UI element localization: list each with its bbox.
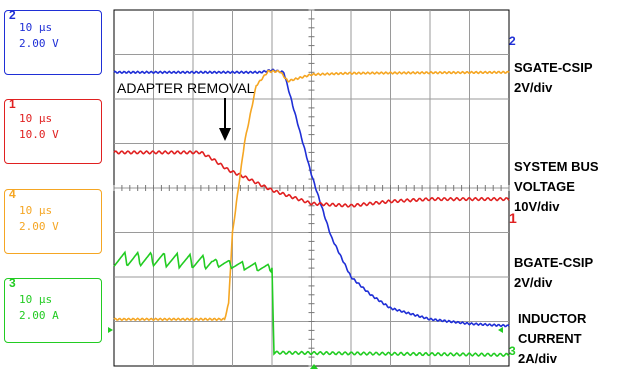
channel-1-scale: 10.0 V — [19, 128, 59, 141]
trace-channel-4 — [113, 69, 510, 322]
channel-2-scale: 2.00 V — [19, 37, 59, 50]
channel-1-number: 1 — [9, 97, 16, 111]
waveform-traces — [113, 68, 510, 358]
channel-3-timebase: 10 μs — [19, 293, 53, 306]
channel-4-scale: 2.00 V — [19, 220, 59, 233]
channel-4-timebase: 10 μs — [19, 204, 53, 217]
channel-2-number: 2 — [9, 8, 16, 22]
channel-2-timebase: 10 μs — [19, 21, 53, 34]
channel-3-scale: 2.00 A — [19, 309, 59, 322]
channel-3-marker: 3 — [509, 344, 516, 358]
channel-2-info[interactable]: 2 10 μs 2.00 V — [4, 8, 102, 75]
trace-channel-2 — [113, 68, 510, 328]
trigger-level-marker-right — [498, 327, 503, 333]
channel-3-info[interactable]: 3 10 μs 2.00 A — [4, 276, 102, 343]
trace-channel-1 — [113, 150, 510, 208]
channel-3-number: 3 — [9, 276, 16, 290]
system-bus-voltage-label: SYSTEM BUS VOLTAGE 10V/div — [514, 159, 599, 214]
sgate-csip-label: SGATE-CSIP 2V/div — [514, 60, 593, 95]
annotation-arrow-head — [219, 128, 231, 141]
channel-2-marker: 2 — [509, 34, 516, 48]
inductor-current-label: INDUCTOR CURRENT 2A/div — [518, 311, 587, 366]
bgate-csip-label: BGATE-CSIP 2V/div — [514, 255, 594, 290]
channel-1-timebase: 10 μs — [19, 112, 53, 125]
channel-1-info[interactable]: 1 10 μs 10.0 V — [4, 97, 102, 164]
trace-channel-3 — [113, 250, 510, 358]
channel-1-marker: 1 — [509, 210, 517, 226]
annotation-text: ADAPTER REMOVAL — [117, 80, 255, 96]
channel-4-info[interactable]: 4 10 μs 2.00 V — [4, 187, 102, 254]
trigger-position-marker — [310, 364, 318, 369]
channel-4-number: 4 — [9, 187, 16, 201]
trigger-level-marker-left — [108, 327, 113, 333]
